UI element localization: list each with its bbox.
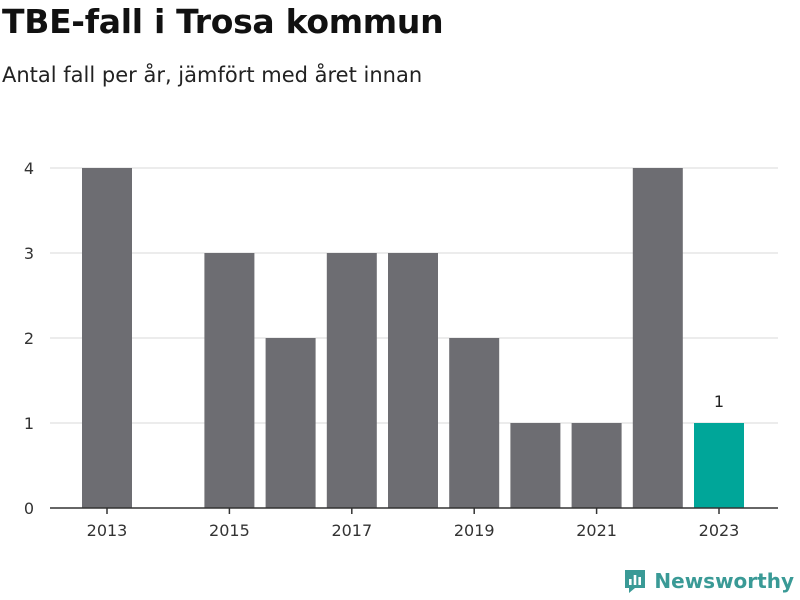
x-tick-label: 2023 [699,521,740,540]
chart-title: TBE-fall i Trosa kommun [2,2,444,41]
x-tick-label: 2019 [454,521,495,540]
bar [204,253,255,508]
newsworthy-icon [625,570,646,593]
bar [449,338,500,508]
bar [265,338,316,508]
bar [82,168,132,508]
y-tick-label: 2 [24,329,34,348]
bar [632,168,683,508]
bar [694,423,744,508]
x-tick-label: 2015 [209,521,250,540]
chart-subtitle: Antal fall per år, jämfört med året inna… [2,63,423,87]
data-label: 1 [714,392,724,411]
y-tick-label: 0 [24,499,34,518]
x-tick-label: 2021 [576,521,617,540]
bar [388,253,438,508]
bar [571,423,622,508]
x-tick-label: 2017 [331,521,372,540]
brand-name: Newsworthy [654,569,794,593]
bar [326,253,377,508]
newsworthy-logo: Newsworthy [623,568,794,594]
y-tick-label: 3 [24,244,34,263]
x-tick-label: 2013 [87,521,128,540]
y-tick-label: 1 [24,414,34,433]
y-tick-label: 4 [24,159,34,178]
bar [510,423,561,508]
